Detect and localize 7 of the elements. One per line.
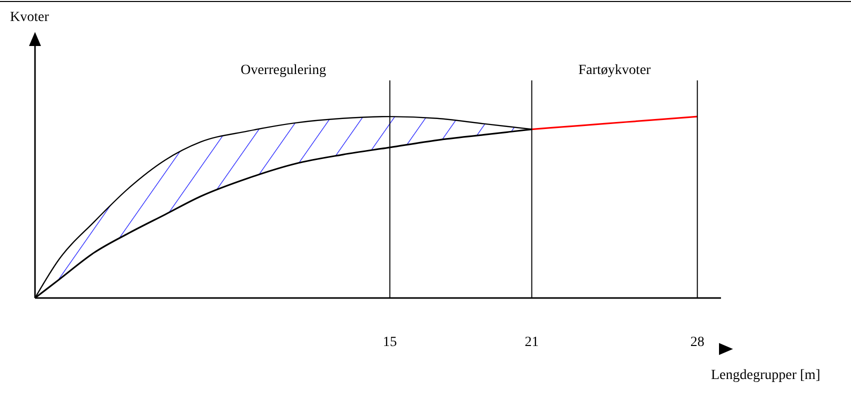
- x-tick-label: 28: [690, 334, 704, 350]
- text: Kvoter: [10, 10, 49, 26]
- text: Fartøykvoter: [578, 63, 651, 79]
- x-tick-label: 15: [382, 334, 397, 350]
- x-axis-title: Lengdegrupper [m]: [711, 368, 820, 384]
- text: Overregulering: [240, 63, 326, 79]
- x-tick-label: 21: [524, 334, 539, 350]
